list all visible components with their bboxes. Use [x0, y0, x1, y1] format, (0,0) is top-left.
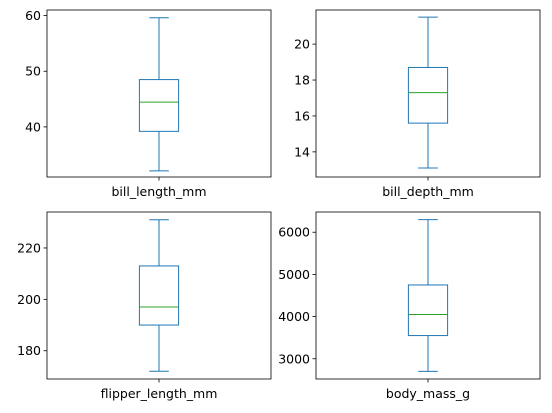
y-tick-label-body-mass-g-6000: 6000: [278, 225, 310, 240]
box-bill-length-mm: [138, 79, 180, 132]
y-tick-label-body-mass-g-5000: 5000: [278, 267, 310, 282]
box-bill-depth-mm: [407, 66, 449, 124]
box-flipper-length-mm: [138, 265, 180, 326]
y-tick-label-bill-length-mm-40: 40: [25, 119, 41, 134]
y-tick-label-flipper-length-mm-220: 220: [17, 240, 41, 255]
y-tick-label-flipper-length-mm-200: 200: [17, 292, 41, 307]
subplot-bill-depth: 14 16 18 20 bill_depth_mm: [294, 9, 541, 199]
y-tick-label-bill-length-mm-60: 60: [25, 8, 41, 23]
x-tick-label-bill-length-mm: bill_length_mm: [111, 184, 206, 199]
y-tick-label-bill-depth-mm-20: 20: [294, 37, 310, 52]
y-tick-label-flipper-length-mm-180: 180: [17, 343, 41, 358]
subplot-bill-length: 40 50 60 bill_length_mm: [25, 8, 272, 199]
y-tick-label-body-mass-g-4000: 4000: [278, 309, 310, 324]
y-tick-label-body-mass-g-3000: 3000: [278, 351, 310, 366]
y-tick-label-bill-length-mm-50: 50: [25, 64, 41, 79]
x-tick-label-bill-depth-mm: bill_depth_mm: [382, 184, 474, 199]
box-body-mass-g: [407, 284, 449, 337]
x-tick-label-body-mass-g: body_mass_g: [386, 386, 470, 401]
y-tick-label-bill-depth-mm-18: 18: [294, 73, 310, 88]
y-tick-label-bill-depth-mm-14: 14: [294, 144, 310, 159]
x-tick-label-flipper-length-mm: flipper_length_mm: [101, 386, 218, 401]
subplot-body-mass: 3000 4000 5000 6000 body_mass_g: [278, 211, 541, 401]
y-tick-label-bill-depth-mm-16: 16: [294, 108, 310, 123]
subplot-flipper-length: 180 200 220 flipper_length_mm: [17, 211, 272, 401]
